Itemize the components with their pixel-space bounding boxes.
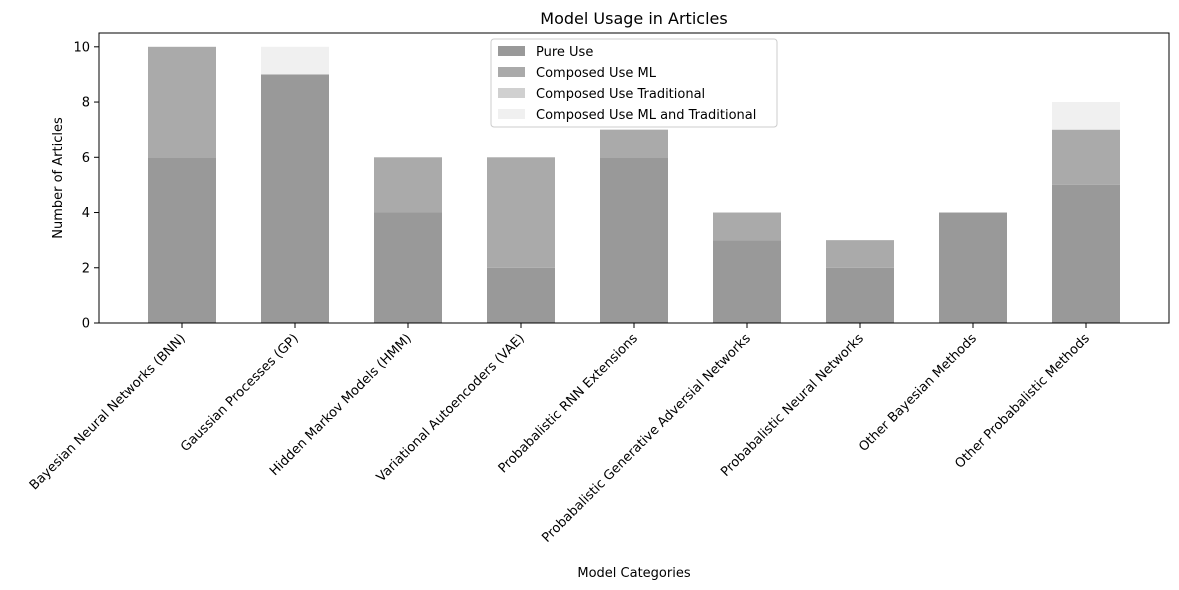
bar-segment bbox=[374, 157, 442, 213]
y-tick-label: 0 bbox=[82, 317, 90, 332]
bar-segment bbox=[148, 46, 216, 158]
bar-segment bbox=[261, 74, 329, 323]
legend-swatch bbox=[498, 88, 525, 98]
x-tick-label: Other Bayesian Methods bbox=[856, 331, 980, 455]
y-tick-label: 2 bbox=[82, 261, 90, 276]
bar-segment bbox=[600, 129, 668, 158]
y-axis-label: Number of Articles bbox=[51, 117, 66, 239]
legend-box bbox=[490, 38, 778, 128]
y-tick-label: 10 bbox=[73, 40, 90, 55]
legend: Pure Use Composed Use ML Composed Use Trad… bbox=[490, 38, 778, 128]
x-axis: Bayesian Neural Networks (BNN)Gaussian P… bbox=[27, 323, 1093, 546]
bar-segment bbox=[374, 212, 442, 323]
bars-group bbox=[148, 46, 1120, 323]
bar-segment bbox=[713, 212, 781, 241]
legend-entry: Composed Use ML bbox=[536, 66, 657, 81]
x-axis-label: Model Categories bbox=[577, 566, 690, 581]
x-tick-label: Other Probabalistic Methods bbox=[952, 331, 1093, 472]
x-tick-label: Bayesian Neural Networks (BNN) bbox=[27, 331, 189, 493]
x-tick-label: Gaussian Processes (GP) bbox=[178, 331, 302, 455]
bar-segment bbox=[1052, 184, 1120, 323]
bar-segment bbox=[1052, 129, 1120, 185]
bar-segment bbox=[487, 157, 555, 268]
legend-swatch bbox=[498, 67, 525, 77]
bar-segment bbox=[487, 267, 555, 323]
legend-swatch bbox=[498, 46, 525, 56]
legend-entry: Pure Use bbox=[536, 45, 593, 60]
bar-segment bbox=[826, 240, 894, 268]
legend-swatch bbox=[498, 109, 525, 119]
bar-segment bbox=[713, 240, 781, 323]
y-tick-label: 4 bbox=[82, 206, 90, 221]
legend-entry: Composed Use Traditional bbox=[536, 87, 705, 102]
y-axis: 0 2 4 6 8 10 bbox=[73, 40, 99, 332]
legend-entry: Composed Use ML and Traditional bbox=[536, 108, 756, 123]
x-tick-label: Probabalistic Generative Adversial Netwo… bbox=[539, 331, 754, 546]
bar-segment bbox=[148, 157, 216, 323]
y-tick-label: 8 bbox=[82, 96, 90, 111]
chart-title: Model Usage in Articles bbox=[540, 9, 727, 28]
bar-segment bbox=[1052, 102, 1120, 130]
bar-segment bbox=[261, 46, 329, 75]
bar-segment bbox=[826, 267, 894, 323]
bar-segment bbox=[939, 212, 1007, 323]
bar-segment bbox=[600, 157, 668, 323]
y-tick-label: 6 bbox=[82, 151, 90, 166]
